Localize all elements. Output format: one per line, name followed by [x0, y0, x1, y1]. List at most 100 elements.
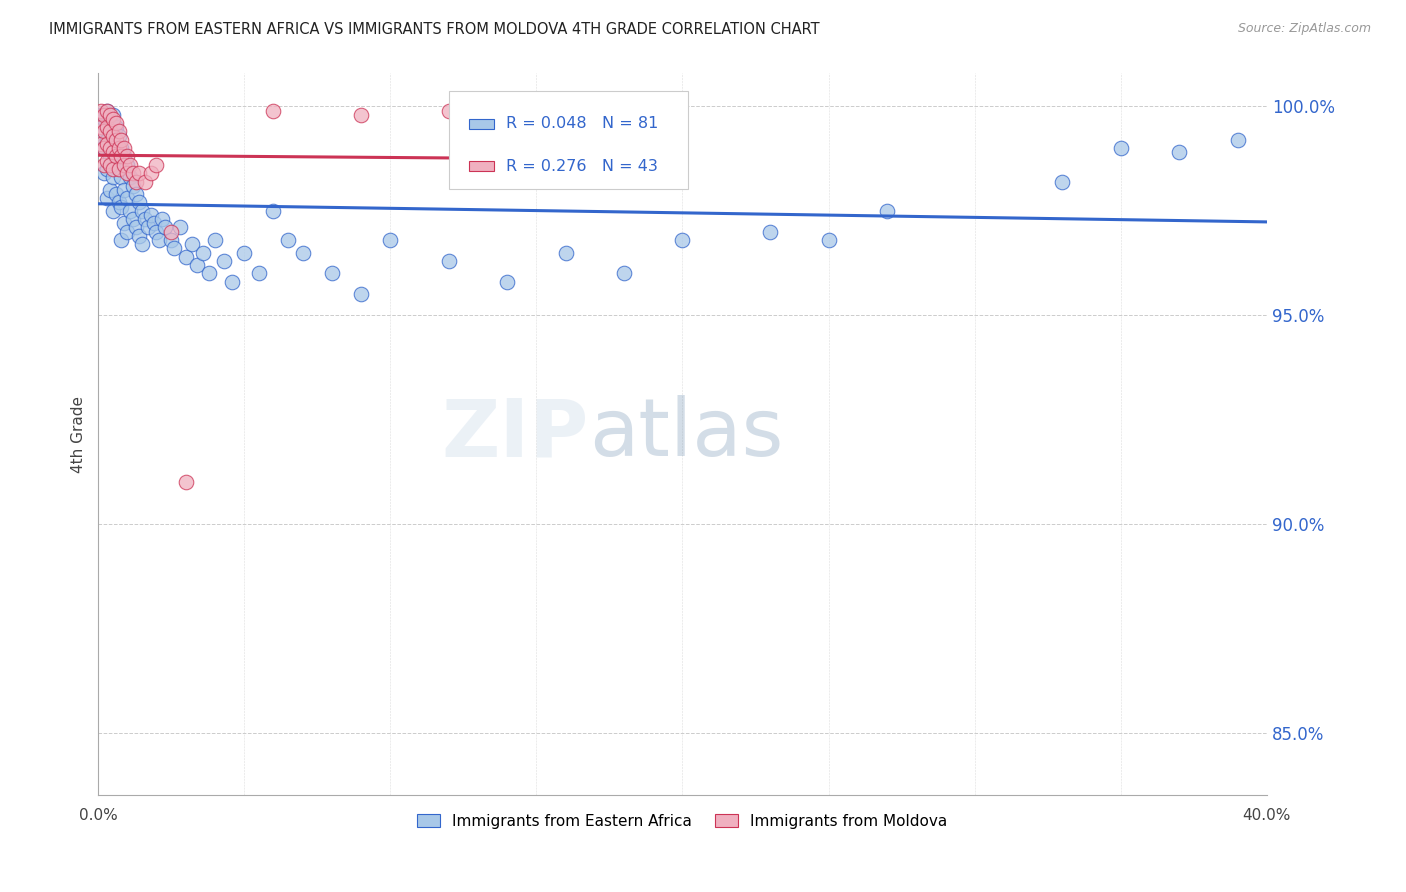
Point — [96, 120, 118, 135]
Point — [120, 158, 142, 172]
Point — [131, 237, 153, 252]
Point — [174, 475, 197, 490]
Point — [104, 149, 127, 163]
Point — [139, 208, 162, 222]
Text: atlas: atlas — [589, 395, 783, 473]
Point — [496, 275, 519, 289]
Point — [98, 141, 121, 155]
Point — [93, 158, 115, 172]
Text: Source: ZipAtlas.com: Source: ZipAtlas.com — [1237, 22, 1371, 36]
Y-axis label: 4th Grade: 4th Grade — [72, 396, 86, 473]
Text: R = 0.048   N = 81: R = 0.048 N = 81 — [506, 116, 658, 131]
Point — [104, 187, 127, 202]
Point — [174, 250, 197, 264]
Point — [104, 120, 127, 135]
Point — [160, 233, 183, 247]
Point — [98, 183, 121, 197]
Point — [93, 141, 115, 155]
Point — [110, 133, 132, 147]
Point — [160, 225, 183, 239]
Point — [104, 153, 127, 168]
Point — [104, 133, 127, 147]
Point — [101, 108, 124, 122]
Point — [145, 158, 167, 172]
Text: IMMIGRANTS FROM EASTERN AFRICA VS IMMIGRANTS FROM MOLDOVA 4TH GRADE CORRELATION : IMMIGRANTS FROM EASTERN AFRICA VS IMMIGR… — [49, 22, 820, 37]
Point — [212, 253, 235, 268]
Point — [96, 133, 118, 147]
Point — [98, 116, 121, 130]
Point — [98, 124, 121, 138]
Point — [221, 275, 243, 289]
Point — [107, 128, 129, 143]
FancyBboxPatch shape — [468, 119, 495, 129]
Point — [90, 103, 112, 118]
Point — [1052, 175, 1074, 189]
Point — [98, 158, 121, 172]
Point — [437, 253, 460, 268]
Point — [104, 116, 127, 130]
Point — [93, 112, 115, 126]
Point — [107, 195, 129, 210]
Point — [1109, 141, 1132, 155]
Point — [262, 103, 284, 118]
Point — [437, 103, 460, 118]
Point — [122, 178, 145, 193]
Point — [117, 149, 139, 163]
Point — [125, 220, 148, 235]
Point — [134, 212, 156, 227]
Text: 0.0%: 0.0% — [79, 808, 118, 823]
Point — [98, 108, 121, 122]
Point — [117, 225, 139, 239]
Point — [247, 267, 270, 281]
Point — [90, 120, 112, 135]
Point — [148, 233, 170, 247]
Point — [117, 191, 139, 205]
Point — [96, 103, 118, 118]
Point — [110, 200, 132, 214]
Point — [186, 258, 208, 272]
Point — [291, 245, 314, 260]
Point — [128, 195, 150, 210]
Point — [101, 170, 124, 185]
Point — [204, 233, 226, 247]
Point — [180, 237, 202, 252]
Point — [233, 245, 256, 260]
Point — [96, 103, 118, 118]
Point — [128, 166, 150, 180]
Point — [110, 149, 132, 163]
FancyBboxPatch shape — [449, 91, 689, 188]
Point — [96, 191, 118, 205]
Point — [671, 233, 693, 247]
Point — [876, 203, 898, 218]
Point — [150, 212, 173, 227]
Point — [134, 175, 156, 189]
Point — [117, 166, 139, 180]
Text: R = 0.276   N = 43: R = 0.276 N = 43 — [506, 159, 658, 174]
Point — [110, 141, 132, 155]
Point — [131, 203, 153, 218]
Point — [193, 245, 215, 260]
Point — [93, 124, 115, 138]
Point — [96, 153, 118, 168]
Point — [110, 233, 132, 247]
Point — [613, 267, 636, 281]
Point — [145, 225, 167, 239]
Point — [350, 108, 373, 122]
Point — [262, 203, 284, 218]
Point — [380, 233, 402, 247]
Point — [101, 112, 124, 126]
Point — [277, 233, 299, 247]
Point — [759, 225, 782, 239]
Legend: Immigrants from Eastern Africa, Immigrants from Moldova: Immigrants from Eastern Africa, Immigran… — [411, 807, 953, 835]
Point — [110, 170, 132, 185]
Point — [155, 220, 177, 235]
Point — [90, 128, 112, 143]
Point — [128, 228, 150, 243]
Point — [90, 108, 112, 122]
Point — [1226, 133, 1249, 147]
Point — [96, 161, 118, 176]
Point — [107, 124, 129, 138]
Point — [125, 187, 148, 202]
Point — [1168, 145, 1191, 160]
Point — [120, 203, 142, 218]
